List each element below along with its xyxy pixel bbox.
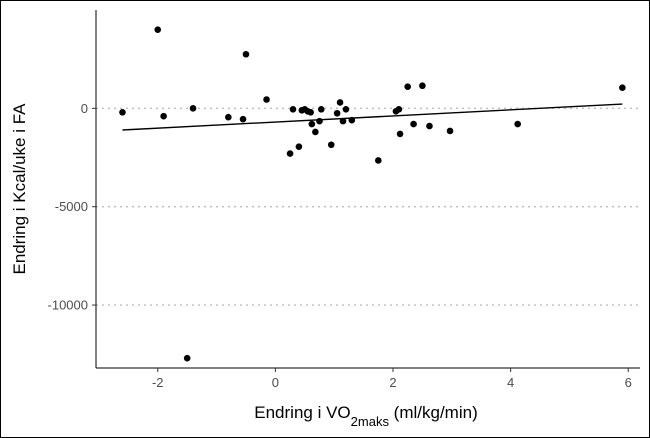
x-tick-label: 6: [625, 375, 632, 390]
data-point: [160, 112, 167, 120]
data-point: [619, 84, 626, 91]
data-point: [514, 120, 521, 128]
x-axis-title-subscript: 2maks: [351, 414, 390, 429]
data-point: [396, 130, 404, 138]
data-point: [154, 26, 162, 33]
data-point: [239, 115, 247, 123]
data-point: [395, 106, 403, 113]
data-point: [242, 50, 250, 58]
data-point: [446, 127, 454, 135]
data-point: [183, 354, 191, 362]
x-tick-label: 2: [389, 375, 396, 390]
trend-line: [122, 103, 623, 131]
x-axis-ticks: -2 0 2 4 6: [152, 368, 632, 390]
data-point: [289, 106, 297, 113]
data-point: [119, 108, 126, 116]
data-point: [342, 106, 350, 113]
x-tick-label: 0: [272, 375, 279, 390]
data-point: [426, 122, 433, 130]
y-tick-label: 0: [81, 101, 88, 116]
data-point: [308, 120, 316, 128]
data-point: [410, 120, 417, 128]
data-point: [312, 128, 319, 136]
x-axis-title-suffix: (ml/kg/min): [389, 403, 478, 422]
y-axis-ticks: -10000 -5000 0: [48, 101, 96, 313]
x-axis-title: Endring i VO2maks (ml/kg/min): [254, 403, 477, 429]
data-point: [374, 157, 382, 164]
y-axis-title: Endring i Kcal/uke i FA: [10, 103, 29, 275]
data-point: [189, 105, 197, 112]
data-point: [339, 117, 347, 125]
y-tick-label: -10000: [48, 298, 88, 313]
data-point: [404, 83, 411, 91]
data-point: [317, 106, 325, 113]
y-tick-label: -5000: [55, 199, 88, 214]
data-point: [348, 116, 356, 124]
data-point: [263, 96, 270, 103]
gridlines: [96, 107, 640, 306]
data-point: [225, 113, 232, 121]
x-tick-label: -2: [152, 375, 164, 390]
data-point: [336, 99, 344, 106]
trend-line-group: [122, 103, 623, 131]
data-point: [327, 141, 335, 149]
x-axis-title-main: Endring i VO: [254, 403, 350, 422]
data-point: [333, 109, 341, 117]
data-point: [295, 143, 303, 151]
data-point: [316, 117, 323, 125]
data-points: [119, 26, 626, 362]
data-point: [419, 82, 426, 90]
data-point: [307, 108, 314, 116]
axes: [95, 10, 640, 369]
x-tick-label: 4: [507, 375, 514, 390]
data-point: [286, 150, 294, 157]
